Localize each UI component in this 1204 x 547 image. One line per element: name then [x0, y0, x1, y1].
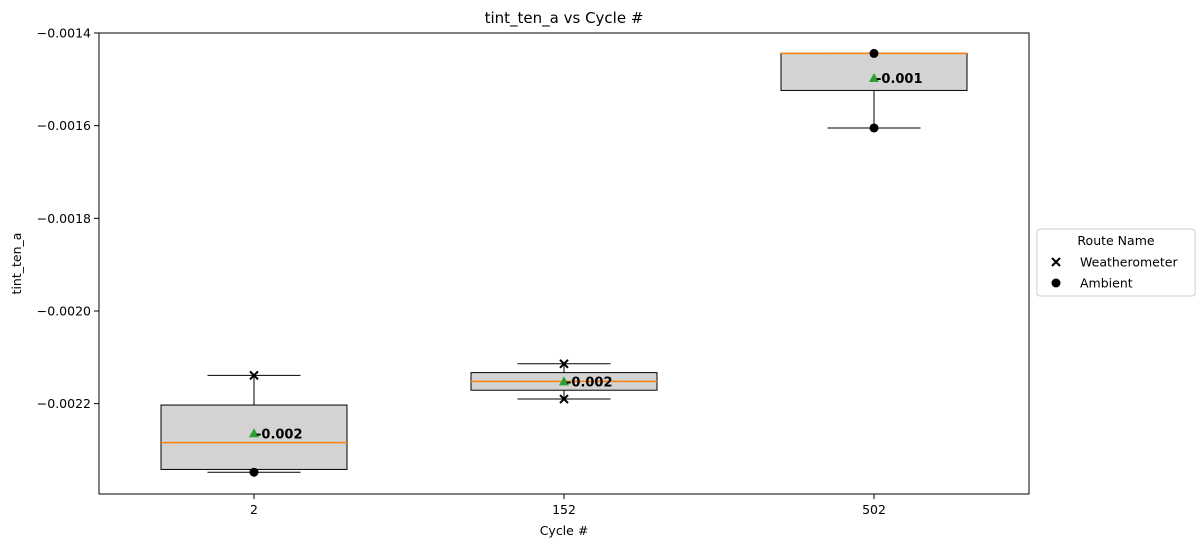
x-axis-label: Cycle #	[540, 523, 589, 538]
x-tick-label: 2	[250, 502, 258, 517]
x-tick-label: 152	[552, 502, 576, 517]
mean-marker	[249, 428, 259, 438]
mean-label: -0.002	[566, 375, 613, 390]
mean-marker	[869, 72, 879, 82]
y-tick-label: −0.0014	[37, 26, 91, 41]
legend-entry-label: Weatherometer	[1080, 255, 1178, 270]
y-tick-label: −0.0022	[37, 396, 91, 411]
legend-entry-label: Ambient	[1080, 276, 1133, 291]
legend: Route Name Weatherometer Ambient	[1036, 228, 1196, 297]
point-ambient	[249, 467, 259, 477]
box-iqr	[780, 52, 968, 91]
legend-frame	[1036, 228, 1196, 297]
point-ambient	[869, 123, 879, 133]
legend-title: Route Name	[1077, 233, 1154, 248]
x-tick-label: 502	[862, 502, 886, 517]
mean-label: -0.002	[256, 427, 303, 442]
mean-label: -0.001	[876, 72, 923, 87]
point-ambient	[869, 48, 879, 58]
plot-area: -0.002 -0.002 -0.001	[160, 48, 968, 477]
axes: −0.0014 −0.0016 −0.0018 −0.0020 −0.0022 2 152 5…	[37, 26, 886, 518]
y-axis-label: tint_ten_a	[9, 233, 24, 295]
legend-marker-weatherometer	[1051, 257, 1061, 267]
y-tick-label: −0.0020	[37, 303, 91, 318]
y-tick-label: −0.0016	[37, 118, 91, 133]
chart-title: tint_ten_a vs Cycle #	[485, 9, 644, 28]
mean-marker	[559, 376, 569, 386]
point-weatherometer	[559, 394, 569, 404]
legend-marker-ambient	[1051, 278, 1061, 288]
point-weatherometer	[559, 359, 569, 369]
y-tick-label: −0.0018	[37, 211, 91, 226]
point-weatherometer	[249, 370, 259, 381]
